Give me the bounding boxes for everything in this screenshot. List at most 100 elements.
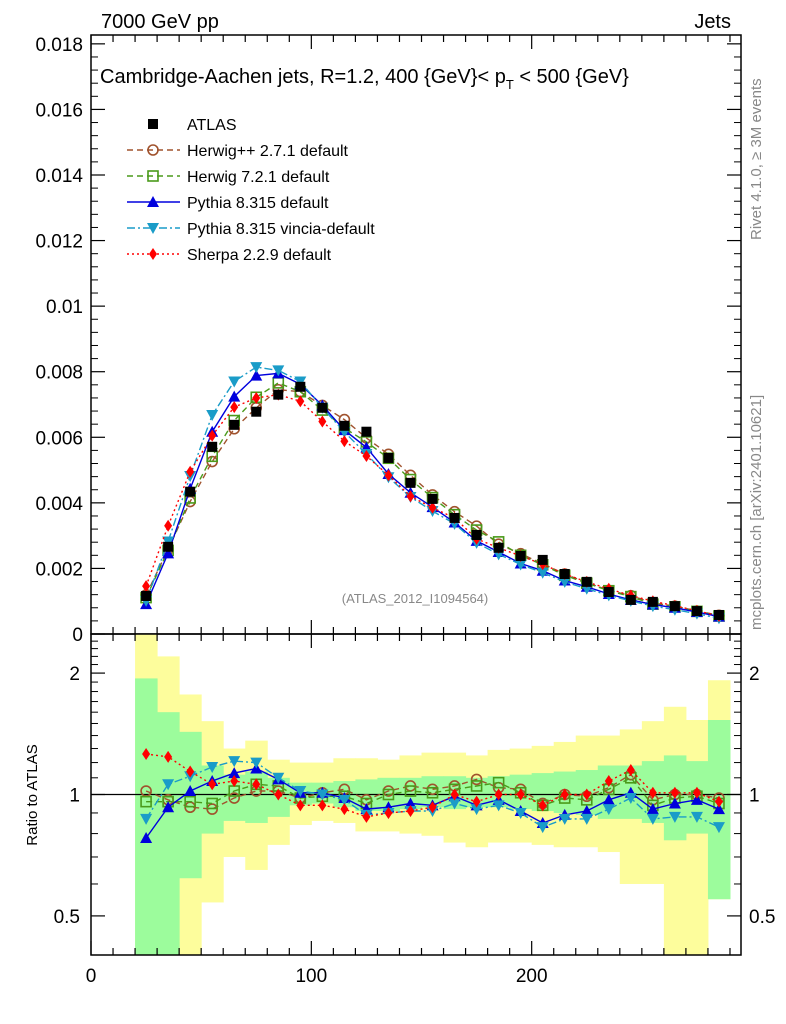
x-tick-label: 0 (86, 966, 97, 987)
legend: ATLAS Herwig++ 2.7.1 default Herwig 7.2.1 … (127, 117, 375, 264)
y-tick-label: 0.012 (35, 232, 83, 253)
legend-item-sherpa-2-2-9-default: Sherpa 2.2.9 default (127, 247, 332, 264)
data-point (142, 580, 151, 593)
data-point (493, 542, 504, 553)
data-point (340, 435, 349, 448)
data-point (692, 786, 701, 799)
data-point (208, 778, 217, 791)
data-point (272, 365, 285, 377)
data-point (206, 409, 219, 421)
data-point (318, 415, 327, 428)
ratio-data-layer (91, 634, 741, 955)
data-point (318, 799, 327, 812)
ratio-y-axis-label: Ratio to ATLAS (24, 744, 41, 845)
data-point (712, 803, 725, 815)
data-point (406, 490, 415, 503)
data-point (230, 775, 239, 788)
data-point (670, 786, 679, 799)
data-point (186, 465, 195, 478)
ratio-series-sherpa-2-2-9-default (142, 748, 723, 823)
data-point (448, 798, 461, 810)
data-point (272, 772, 285, 784)
data-point (186, 765, 195, 778)
y-tick-label: 0.008 (35, 363, 83, 384)
data-point (625, 594, 636, 605)
plot-title-subscript: T (506, 77, 514, 92)
data-point (361, 426, 372, 437)
data-point (252, 391, 261, 404)
data-point (428, 801, 437, 814)
data-point (316, 789, 329, 801)
plot-title: Cambridge-Aachen jets, R=1.2, 400 {GeV}<… (100, 66, 629, 92)
data-point (164, 750, 173, 763)
data-point (362, 810, 371, 823)
uncertainty-band-outer (685, 720, 709, 955)
uncertainty-band-inner (201, 765, 224, 834)
data-point (228, 376, 241, 388)
data-point (274, 788, 283, 801)
data-point (140, 813, 153, 825)
data-point (492, 776, 505, 789)
main-data-layer (140, 362, 725, 625)
data-point (602, 804, 615, 816)
data-point (449, 512, 460, 523)
data-point (714, 795, 723, 808)
data-point (559, 569, 570, 580)
plot-title-end: < 500 {GeV} (514, 66, 629, 88)
data-point (691, 606, 702, 617)
data-point (604, 775, 613, 788)
data-point (207, 441, 218, 452)
data-point (362, 449, 371, 462)
data-point (163, 541, 174, 552)
ratio-y-tick-label-right: 1 (749, 786, 760, 807)
y-tick-label: 0.018 (35, 35, 83, 56)
data-point (669, 601, 680, 612)
data-point (338, 794, 351, 806)
y-tick-label: 0.006 (35, 428, 83, 449)
data-point (624, 793, 637, 805)
header-left-label: 7000 GeV pp (101, 11, 219, 33)
legend-marker (147, 223, 159, 234)
legend-item-herwig-2-7-1-default: Herwig++ 2.7.1 default (127, 143, 349, 160)
data-point (296, 799, 305, 812)
data-point (712, 822, 725, 834)
data-point (383, 452, 394, 463)
data-point (252, 778, 261, 791)
data-point (494, 788, 503, 801)
legend-label: ATLAS (187, 117, 237, 134)
data-point (184, 785, 197, 797)
legend-marker (147, 144, 159, 156)
data-point (428, 501, 437, 514)
data-point (140, 795, 152, 808)
y-tick-label: 0.01 (46, 297, 83, 318)
data-point (140, 832, 153, 844)
data-point (471, 529, 482, 540)
data-point (382, 788, 395, 801)
data-point (404, 797, 417, 809)
plot-title-main: Cambridge-Aachen jets, R=1.2, 400 {GeV}<… (100, 66, 506, 88)
data-point (228, 756, 241, 768)
data-point (384, 806, 393, 819)
data-point (405, 477, 416, 488)
ratio-y-tick-label: 1 (69, 786, 80, 807)
data-point (647, 596, 658, 607)
data-point (713, 609, 724, 620)
data-point (427, 493, 438, 504)
data-point (514, 807, 527, 819)
uncertainty-band-outer (663, 706, 687, 955)
ratio-y-tick-label-right: 0.5 (749, 907, 775, 928)
data-point (492, 800, 505, 812)
legend-label: Pythia 8.315 default (187, 195, 329, 212)
data-point (514, 559, 527, 571)
data-point (339, 420, 350, 431)
data-point (648, 786, 657, 799)
x-tick-label: 100 (295, 966, 327, 987)
legend-item-pythia-8-315-default: Pythia 8.315 default (127, 195, 329, 212)
legend-item-pythia-8-315-vincia-default: Pythia 8.315 vincia-default (127, 221, 375, 238)
data-point (206, 761, 219, 773)
legend-item-atlas: ATLAS (148, 117, 237, 134)
data-point (384, 469, 393, 482)
data-point (646, 813, 659, 825)
data-point (340, 803, 349, 816)
series-line (146, 776, 720, 807)
